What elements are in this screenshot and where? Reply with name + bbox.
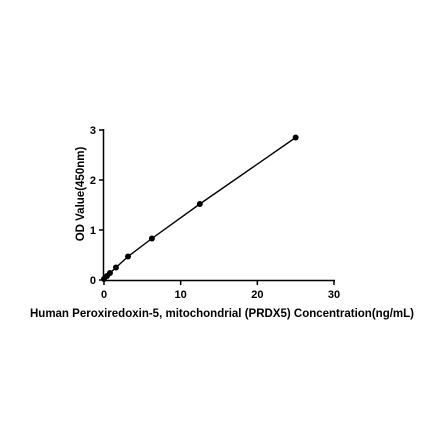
- data-point: [148, 235, 155, 242]
- x-tick-label: 0: [101, 289, 107, 301]
- x-tick-label: 30: [328, 289, 340, 301]
- series-fit-line: [103, 136, 297, 280]
- y-tick-label: 3: [90, 125, 96, 137]
- tick-labels: 0 10 20 30 0 1 2 3: [90, 125, 340, 301]
- y-axis-title: OD Value(450nm): [75, 147, 87, 242]
- y-tick-label: 2: [90, 175, 96, 187]
- y-tick-label: 0: [90, 275, 96, 287]
- x-tick-label: 10: [175, 289, 187, 301]
- x-tick-label: 20: [251, 289, 263, 301]
- data-point: [112, 264, 119, 271]
- x-axis-title: Human Peroxiredoxin-5, mitochondrial (PR…: [30, 308, 414, 320]
- data-point: [292, 134, 299, 141]
- data-point: [106, 270, 113, 276]
- data-points: [101, 134, 299, 282]
- axes: [99, 129, 335, 285]
- y-tick-label: 1: [90, 225, 96, 237]
- fit-line-group: [103, 136, 297, 280]
- data-point: [124, 253, 131, 260]
- data-point: [196, 201, 203, 207]
